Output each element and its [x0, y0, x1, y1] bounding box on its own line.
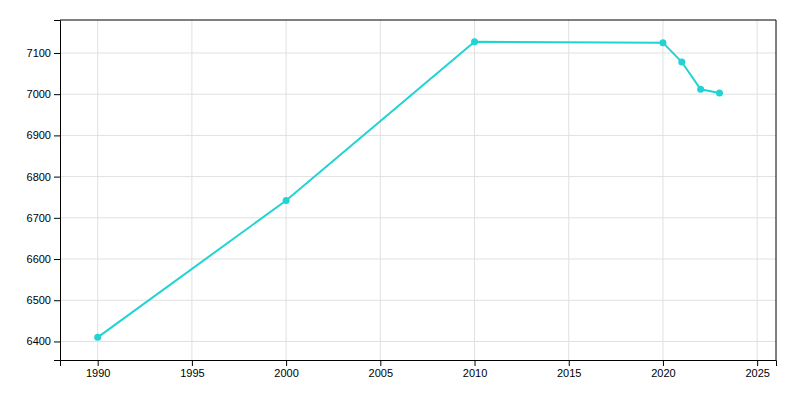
x-tick: 2000 [274, 360, 298, 379]
x-tick-mark [475, 360, 476, 366]
x-tick: 1995 [180, 360, 204, 379]
y-tick: 6500 [27, 294, 60, 306]
y-grid-line [60, 341, 776, 342]
x-tick-mark [98, 360, 99, 366]
y-axis-line [54, 21, 61, 361]
line [98, 42, 720, 337]
y-grid-line [60, 52, 776, 53]
x-tick-label: 2000 [274, 367, 298, 379]
x-tick-label: 2010 [463, 367, 487, 379]
y-tick-label: 7000 [27, 88, 51, 100]
x-tick-mark [192, 360, 193, 366]
x-grid-line [757, 20, 758, 360]
x-tick-mark [380, 360, 381, 366]
y-tick-label: 6500 [27, 294, 51, 306]
point [471, 38, 478, 45]
x-tick-label: 2015 [557, 367, 581, 379]
x-tick-label: 2005 [369, 367, 393, 379]
plot-area: 1990 1995 2000 2005 2010 2015 2020 2025 6400 6500… [27, 20, 777, 379]
x-grid-line [286, 20, 287, 360]
x-grid-line [474, 20, 475, 360]
y-tick-mark [54, 218, 60, 219]
y-grid-line [60, 300, 776, 301]
x-tick-mark [757, 360, 758, 366]
y-grid-line [60, 176, 776, 177]
y-axis: 6400 6500 6600 6700 6800 6900 7000 7100 [27, 21, 61, 361]
plot-frame-top [60, 20, 776, 21]
x-tick: 2025 [745, 360, 769, 379]
x-grid-line [191, 20, 192, 360]
point [659, 39, 666, 46]
x-tick-mark [569, 360, 570, 366]
y-tick-mark [54, 177, 60, 178]
x-tick: 2015 [557, 360, 581, 379]
x-grid-line [662, 20, 663, 360]
chart: 1990 1995 2000 2005 2010 2015 2020 2025 6400 6500… [0, 0, 800, 400]
y-tick-label: 6700 [27, 212, 51, 224]
point [697, 86, 704, 93]
point [94, 334, 101, 341]
x-tick-mark [286, 360, 287, 366]
plot-frame-right [776, 20, 777, 360]
y-tick: 7000 [27, 88, 60, 100]
y-tick-mark [54, 135, 60, 136]
y-grid-line [60, 135, 776, 136]
y-tick-label: 7100 [27, 47, 51, 59]
point [283, 197, 290, 204]
y-tick-label: 6900 [27, 129, 51, 141]
y-grid-line [60, 94, 776, 95]
x-tick: 2005 [369, 360, 393, 379]
x-grid-line [380, 20, 381, 360]
x-tick: 1990 [86, 360, 110, 379]
x-tick-label: 2025 [745, 367, 769, 379]
y-tick: 7100 [27, 47, 60, 59]
x-axis-line [61, 361, 777, 367]
y-grid-line [60, 217, 776, 218]
x-tick: 2020 [651, 360, 675, 379]
y-tick: 6400 [27, 335, 60, 347]
y-tick-label: 6800 [27, 171, 51, 183]
x-grid-line [568, 20, 569, 360]
y-tick: 6600 [27, 253, 60, 265]
grid [60, 20, 776, 360]
y-tick-mark [54, 53, 60, 54]
y-grid-line [60, 259, 776, 260]
y-tick-mark [54, 259, 60, 260]
x-tick-label: 1995 [180, 367, 204, 379]
y-tick: 6700 [27, 212, 60, 224]
marks [94, 38, 723, 340]
x-tick-label: 1990 [86, 367, 110, 379]
y-tick-label: 6400 [27, 335, 51, 347]
x-axis: 1990 1995 2000 2005 2010 2015 2020 2025 [61, 360, 777, 379]
point [716, 89, 723, 96]
point [678, 59, 685, 66]
x-tick-mark [663, 360, 664, 366]
y-tick-mark [54, 94, 60, 95]
x-tick: 2010 [463, 360, 487, 379]
x-grid-line [97, 20, 98, 360]
y-tick-label: 6600 [27, 253, 51, 265]
x-tick-label: 2020 [651, 367, 675, 379]
y-tick: 6900 [27, 129, 60, 141]
y-tick-mark [54, 300, 60, 301]
y-tick-mark [54, 341, 60, 342]
y-tick: 6800 [27, 171, 60, 183]
